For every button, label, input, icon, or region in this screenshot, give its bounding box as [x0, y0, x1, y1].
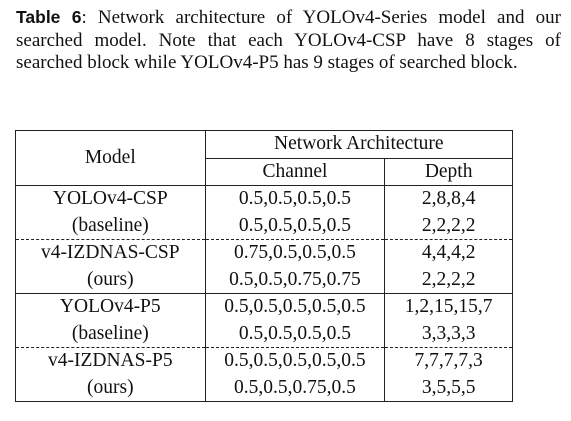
cell-model: (ours): [15, 374, 206, 402]
cell-depth: 1,2,15,15,7: [384, 293, 513, 321]
cell-model: v4-IZDNAS-P5: [15, 347, 206, 375]
architecture-table: Model Network Architecture Channel Depth…: [15, 130, 514, 402]
cell-depth: 7,7,7,7,3: [384, 347, 513, 375]
table-row: v4-IZDNAS-P5 0.5,0.5,0.5,0.5,0.5 7,7,7,7…: [15, 347, 513, 375]
table-row: (baseline) 0.5,0.5,0.5,0.5 3,3,3,3: [15, 320, 513, 348]
header-row-2: Channel Depth: [16, 158, 513, 186]
header-model: Model: [15, 130, 206, 186]
cell-channel: 0.5,0.5,0.5,0.5,0.5: [205, 293, 386, 321]
cell-channel: 0.5,0.5,0.5,0.5: [205, 320, 386, 348]
header-depth: Depth: [384, 158, 513, 186]
table-row: (baseline) 0.5,0.5,0.5,0.5 2,2,2,2: [15, 212, 513, 240]
header-network-architecture: Network Architecture: [205, 130, 514, 159]
cell-depth: 2,2,2,2: [384, 266, 513, 294]
header-channel: Channel: [205, 158, 386, 186]
architecture-table-wrap: Model Network Architecture Channel Depth…: [15, 130, 514, 402]
cell-model: (baseline): [15, 212, 206, 240]
cell-channel: 0.75,0.5,0.5,0.5: [205, 239, 386, 267]
table-row: YOLOv4-CSP 0.5,0.5,0.5,0.5 2,8,8,4: [15, 185, 513, 213]
cell-depth: 4,4,4,2: [384, 239, 513, 267]
header-row-1: Model Network Architecture: [15, 130, 514, 186]
cell-depth: 2,2,2,2: [384, 212, 513, 240]
table-row: YOLOv4-P5 0.5,0.5,0.5,0.5,0.5 1,2,15,15,…: [15, 293, 513, 321]
table-row: (ours) 0.5,0.5,0.75,0.5 3,5,5,5: [15, 374, 513, 402]
cell-channel: 0.5,0.5,0.5,0.5: [205, 212, 386, 240]
cell-channel: 0.5,0.5,0.5,0.5: [205, 185, 386, 213]
cell-depth: 3,5,5,5: [384, 374, 513, 402]
table-row: v4-IZDNAS-CSP 0.75,0.5,0.5,0.5 4,4,4,2: [15, 239, 513, 267]
cell-depth: 3,3,3,3: [384, 320, 513, 348]
cell-model: v4-IZDNAS-CSP: [15, 239, 206, 267]
cell-channel: 0.5,0.5,0.75,0.75: [205, 266, 386, 294]
cell-model: (baseline): [15, 320, 206, 348]
cell-model: (ours): [15, 266, 206, 294]
cell-model: YOLOv4-P5: [15, 293, 206, 321]
cell-depth: 2,8,8,4: [384, 185, 513, 213]
table-row: (ours) 0.5,0.5,0.75,0.75 2,2,2,2: [15, 266, 513, 294]
table-caption: Table 6: Network architecture of YOLOv4-…: [16, 6, 561, 75]
caption-label: Table 6: [16, 7, 82, 27]
cell-channel: 0.5,0.5,0.75,0.5: [205, 374, 386, 402]
cell-model: YOLOv4-CSP: [15, 185, 206, 213]
cell-channel: 0.5,0.5,0.5,0.5,0.5: [205, 347, 386, 375]
caption-text: : Network architecture of YOLOv4-Series …: [16, 7, 561, 73]
